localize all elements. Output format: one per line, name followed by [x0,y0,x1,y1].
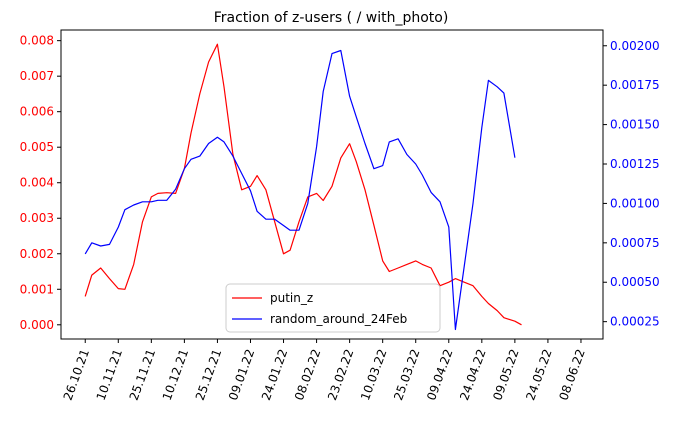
series-line-putin-z [84,43,522,326]
left-tick-label: 0.008 [20,34,54,48]
left-tick-label: 0.001 [20,282,54,296]
x-tick-label: 10.12.21 [160,347,191,402]
x-tick-label: 25.12.21 [193,347,224,402]
right-y-axis: 0.00025 0.00050 0.00075 0.00100 0.00125 0.001… [603,39,660,329]
right-tick-label: 0.00025 [610,315,660,329]
x-tick-label: 26.10.21 [61,347,92,402]
right-tick-label: 0.00175 [610,78,660,92]
right-tick-label: 0.00100 [610,196,660,210]
x-tick-label: 24.01.22 [259,347,290,402]
x-tick-label: 23.02.22 [325,347,356,402]
right-tick-label: 0.00075 [610,236,660,250]
x-tick-label: 08.02.22 [292,347,323,402]
chart-title: Fraction of z-users ( / with_photo) [214,10,449,26]
left-tick-label: 0.002 [20,247,54,261]
right-tick-label: 0.00150 [610,118,660,132]
left-tick-label: 0.003 [20,211,54,225]
x-tick-label: 09.05.22 [490,347,521,402]
x-tick-label: 25.11.21 [127,347,158,402]
right-tick-label: 0.00050 [610,275,660,289]
series-line-random-around-24feb [84,49,516,331]
plot-area [84,43,522,331]
right-tick-label: 0.00200 [610,39,660,53]
right-tick-label: 0.00125 [610,157,660,171]
left-tick-label: 0.000 [20,318,54,332]
legend-label-random-around-24feb: random_around_24Feb [270,312,407,326]
x-tick-label: 10.03.22 [358,347,389,402]
x-tick-label: 10.11.21 [94,347,125,402]
x-tick-label: 24.05.22 [523,347,554,402]
x-axis: 26.10.21 10.11.21 25.11.21 10.12.21 25.12.21… [61,339,588,402]
x-tick-label: 08.06.22 [556,347,587,402]
x-tick-label: 25.03.22 [391,347,422,402]
x-tick-label: 24.04.22 [457,347,488,402]
legend-box [225,283,441,333]
axes-frame [60,29,604,340]
legend: putin_z random_around_24Feb [225,283,441,333]
x-tick-label: 09.04.22 [424,347,455,402]
legend-label-putin-z: putin_z [270,291,313,305]
left-tick-label: 0.007 [20,69,54,83]
left-tick-label: 0.006 [20,105,54,119]
left-tick-label: 0.004 [20,176,54,190]
x-tick-label: 09.01.22 [226,347,257,402]
left-y-axis: 0.000 0.001 0.002 0.003 0.004 0.005 0.006 0.007… [20,34,61,332]
left-tick-label: 0.005 [20,140,54,154]
